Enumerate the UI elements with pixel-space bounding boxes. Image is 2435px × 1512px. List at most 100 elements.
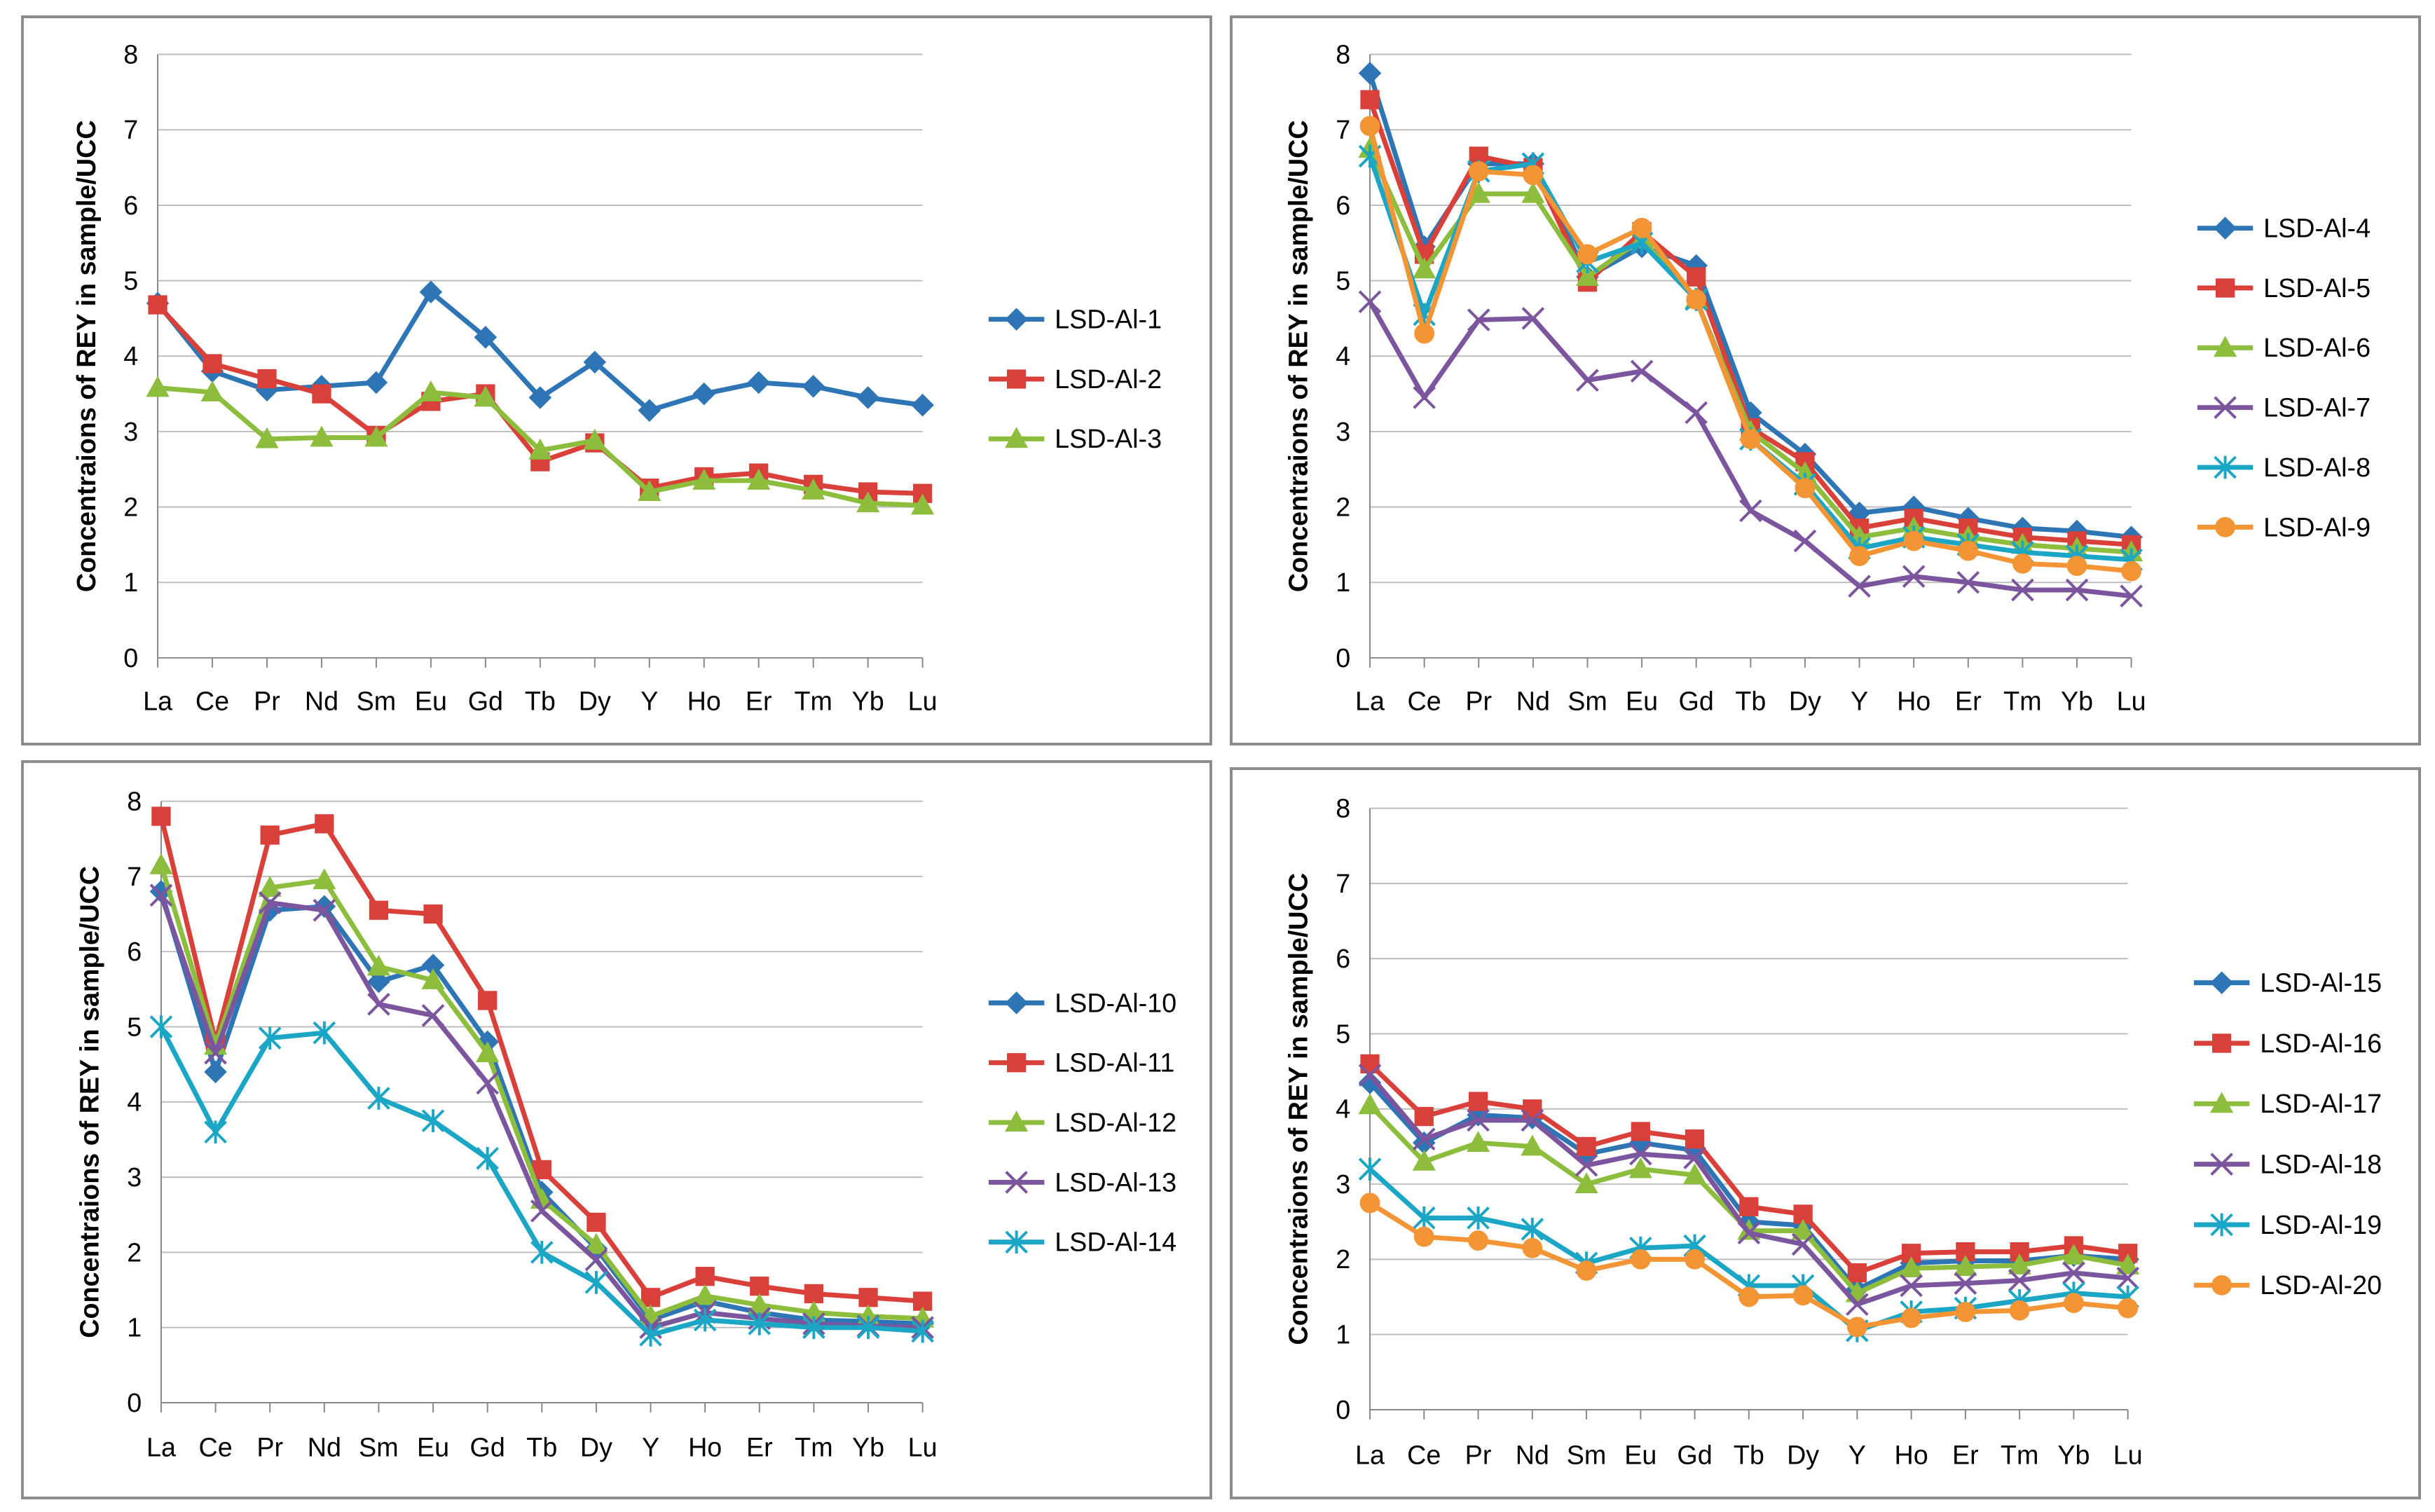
y-tick-label: 0 [123,643,138,673]
data-point [258,1026,282,1050]
data-point [419,280,443,304]
legend-entry: LSD-Al-1 [988,305,1162,334]
x-tick-label: Ce [1408,686,1441,715]
legend-label: LSD-Al-18 [2260,1150,2382,1179]
y-tick-label: 5 [123,266,138,296]
legend-marker [2210,971,2233,994]
y-tick-label: 7 [127,862,142,891]
chart-panel-2: 0 1 2 3 4 5 6 7 8 La Ce Pr Nd Sm Eu Gd Tb Dy Y Ho Er Tm Yb Lu Co… [1230,15,2421,745]
x-tick-label: Eu [1626,686,1658,715]
data-point [1848,575,1871,598]
data-point [1414,1106,1434,1127]
y-tick-label: 3 [127,1162,142,1192]
data-point [258,891,282,914]
data-point [1412,1149,1436,1171]
x-tick-label: Gd [470,1432,505,1462]
series-line [1367,155,2132,563]
data-point [2121,561,2142,582]
x-tick-label: Ce [196,686,229,715]
gridlines [158,53,923,659]
data-point [1685,401,1708,425]
legend-entry: LSD-Al-11 [988,1048,1174,1078]
data-point [1413,1226,1434,1247]
data-point [1576,1260,1597,1281]
data-point [474,326,498,349]
legend-label: LSD-Al-12 [1055,1108,1177,1137]
data-point [364,371,388,394]
legend-label: LSD-Al-13 [1055,1167,1177,1197]
x-tick-label: Gd [1679,686,1714,715]
legend-label: LSD-Al-14 [1055,1228,1177,1257]
y-tick-label: 4 [1336,1094,1350,1124]
legend-entry: LSD-Al-13 [988,1167,1177,1197]
data-point [148,295,167,315]
x-tick-label: Eu [417,1432,449,1462]
data-point [911,393,934,417]
data-point [149,1015,173,1038]
data-point [748,1312,771,1335]
data-point [856,386,879,409]
legend-label: LSD-Al-4 [2263,214,2371,243]
legend-label: LSD-Al-5 [2263,273,2371,303]
data-point [476,1041,500,1062]
x-tick-label: Yb [2057,1440,2090,1469]
data-point [149,853,173,874]
data-point [2008,1269,2031,1292]
legend-marker [1005,1230,1028,1254]
data-point [1955,1302,1976,1322]
data-point [584,1248,608,1272]
legend-label: LSD-Al-6 [2263,333,2371,362]
series-LSD-Al-4 [1358,62,2143,549]
data-point [1412,1127,1436,1150]
data-point [802,478,825,500]
data-point [1956,1242,1975,1262]
data-point [421,1004,445,1027]
data-point [146,376,170,397]
data-point [1846,1317,1867,1338]
data-point [747,371,771,394]
data-point [692,382,716,406]
y-tick-label: 0 [1336,1395,1350,1424]
x-tick-label: Ho [688,1432,722,1462]
data-point [1522,1237,1543,1258]
data-point [257,369,277,389]
legend-marker [1005,1111,1029,1132]
legend-marker [1006,369,1027,389]
data-point [856,1316,880,1340]
x-tick-label: Dy [580,1432,612,1462]
y-tick-label: 6 [127,937,142,966]
x-tick-label: Sm [359,1432,399,1462]
x-tick-label: Tm [794,686,832,715]
data-point [1358,1157,1382,1181]
data-point [1359,116,1380,137]
data-point [1901,1307,1922,1328]
x-tick-label: Tm [795,1432,832,1462]
legend-entry: LSD-Al-12 [988,1108,1177,1137]
data-point [1575,1153,1598,1177]
y-tick-label: 7 [1336,115,1350,144]
data-point [1468,1092,1488,1111]
legend-label: LSD-Al-3 [1055,424,1162,453]
x-tick-label: Dy [579,686,611,715]
x-tick-label: Pr [256,1432,283,1462]
data-point [1791,1232,1815,1256]
legend-label: LSD-Al-11 [1055,1048,1174,1078]
data-point [369,900,389,920]
data-point [421,968,445,989]
chart-panel-1: 0 1 2 3 4 5 6 7 8 La Ce Pr Nd Sm Eu Gd Tb Dy Y Ho Er Tm Yb Lu Co… [21,15,1212,745]
chart-svg-4: 0 1 2 3 4 5 6 7 8 La Ce Pr Nd Sm Eu Gd Tb Dy Y Ho Er Tm Yb Lu Co… [1284,793,2382,1469]
series-LSD-Al-11 [151,806,933,1311]
y-tick-label: 6 [123,191,138,220]
y-tick-label: 5 [127,1012,142,1041]
data-point [313,1021,336,1045]
y-axis-label: Concentraions of REY in sample/UCC [1284,120,1313,592]
legend-marker [2215,278,2235,298]
data-point [1795,478,1816,499]
series-LSD-Al-10 [149,880,934,1335]
legend-entry: LSD-Al-6 [2197,333,2371,362]
data-point [2009,1300,2030,1321]
x-tick-label: Lu [908,686,938,715]
series-LSD-Al-6 [1358,137,2144,562]
data-point [204,1120,227,1144]
data-point [1577,1136,1596,1157]
